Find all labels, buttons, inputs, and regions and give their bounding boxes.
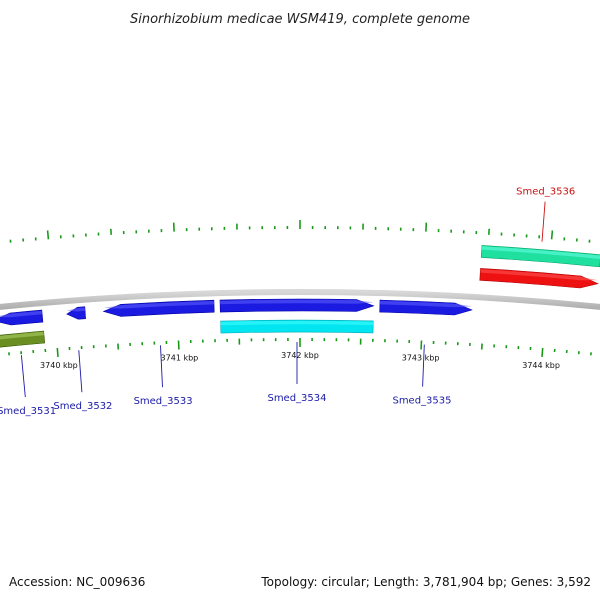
gene-feature-sheen — [379, 300, 473, 308]
gene-label[interactable]: Smed_3535 — [392, 396, 451, 407]
gene-label[interactable]: Smed_3531 — [0, 406, 56, 417]
gene-labels: Smed_3530Smed_3531Smed_3532Smed_3533Smed… — [0, 187, 575, 417]
gene-feature-sheen — [103, 301, 214, 309]
genome-backbone — [0, 289, 600, 311]
gene-feature-sheen — [0, 310, 43, 318]
scale-label: 3744 kbp — [522, 361, 560, 370]
gene-label[interactable]: Smed_3536 — [516, 187, 575, 198]
map-title: Sinorhizobium medicae WSM419, complete g… — [130, 12, 470, 27]
backbone — [0, 289, 600, 311]
gene-features — [0, 245, 600, 348]
gene-label-leader — [541, 201, 546, 242]
gene-label[interactable]: Smed_3533 — [134, 396, 193, 407]
gene-feature-sheen — [480, 269, 599, 281]
genome-summary: Topology: circular; Length: 3,781,904 bp… — [260, 575, 591, 589]
scale-label: 3743 kbp — [402, 354, 440, 363]
gene-label[interactable]: Smed_3534 — [267, 393, 326, 404]
scale-ticks — [8, 220, 592, 357]
gene-label-leader — [78, 350, 83, 393]
gene-label[interactable]: Smed_3532 — [53, 401, 112, 412]
accession-label: Accession: NC_009636 — [9, 575, 145, 589]
scale-label: 3742 kbp — [281, 351, 319, 360]
gene-label-leader — [422, 344, 425, 387]
scale-label: 3740 kbp — [40, 361, 78, 370]
outer-ring-tick — [550, 230, 554, 240]
inner-ring-tick — [56, 347, 59, 357]
gene-label-leader — [160, 345, 163, 388]
gene-feature-sheen — [0, 331, 44, 340]
scale-label: 3741 kbp — [161, 354, 199, 363]
gene-feature-sheen — [66, 307, 86, 312]
gene-feature-sheen — [220, 299, 374, 305]
gene-feature-sheen — [481, 246, 600, 259]
inner-ring-tick — [541, 347, 544, 357]
gene-feature-sheen — [220, 320, 374, 326]
outer-ring-tick — [46, 230, 50, 240]
gene-label-leader — [20, 355, 26, 398]
